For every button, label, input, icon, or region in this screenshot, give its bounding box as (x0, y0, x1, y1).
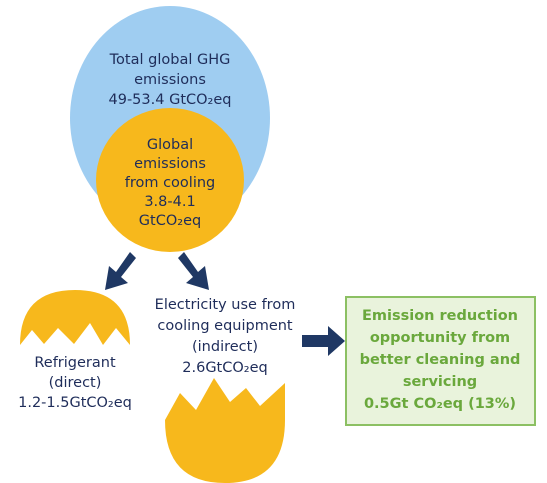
label-line: 0.5Gt CO₂eq (13%) (364, 396, 516, 412)
label-line: 3.8-4.1 (144, 194, 195, 210)
reduction-label: Emission reduction opportunity from better… (360, 308, 521, 412)
label-line: from cooling (125, 175, 216, 191)
label-line: Refrigerant (34, 355, 116, 371)
arrow-right (178, 252, 209, 290)
label-line: emissions (134, 156, 206, 172)
arrow-to-box (302, 326, 345, 356)
label-line: Electricity use from (155, 297, 296, 313)
electricity-label: Electricity use from cooling equipment (in… (155, 297, 296, 376)
arrow-left (105, 252, 136, 290)
label-line: servicing (403, 374, 477, 390)
label-line: opportunity from (370, 330, 510, 346)
label-line: 1.2-1.5GtCO₂eq (18, 395, 132, 411)
label-line: GtCO₂eq (139, 213, 201, 229)
label-line: Total global GHG (109, 52, 231, 68)
label-line: Global (147, 137, 193, 153)
label-line: Emission reduction (362, 308, 518, 324)
label-line: (indirect) (192, 339, 258, 355)
page: {"nodes": [ {"lines": ["Total global GHG… (0, 0, 547, 483)
egg-shell-bottom (165, 378, 285, 483)
label-line: cooling equipment (157, 318, 293, 334)
label-line: better cleaning and (360, 352, 521, 368)
label-line: 49-53.4 GtCO₂eq (109, 92, 232, 108)
egg-shell-top (20, 290, 130, 345)
label-line: 2.6GtCO₂eq (182, 360, 267, 376)
label-line: (direct) (49, 375, 102, 391)
label-line: emissions (134, 72, 206, 88)
refrigerant-label: Refrigerant (direct) 1.2-1.5GtCO₂eq (18, 355, 132, 411)
diagram: Total global GHG emissions 49-53.4 GtCO₂eq… (0, 0, 547, 483)
